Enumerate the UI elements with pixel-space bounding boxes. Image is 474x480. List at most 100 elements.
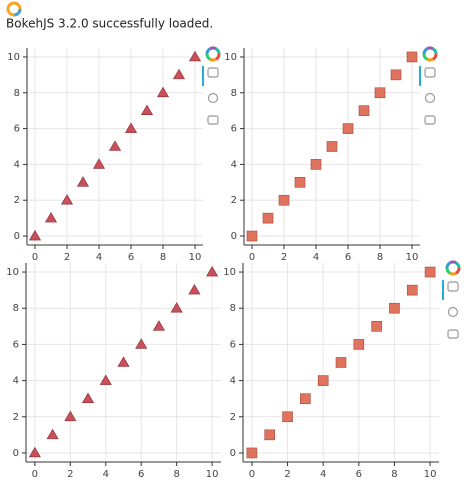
y-tick-label: 4 (230, 376, 236, 387)
pan-tool (207, 67, 219, 78)
square-marker (246, 447, 258, 459)
toolbar-logo (422, 47, 428, 55)
y-tick-label: 10 (6, 267, 19, 278)
triangle-marker (135, 338, 148, 349)
toolbar-logo (449, 260, 457, 265)
square-marker (390, 69, 402, 81)
hover-tool (207, 115, 219, 125)
y-tick-label: 6 (14, 124, 20, 135)
toolbar-logo (209, 57, 217, 62)
plot: 0 2 4 6 8 10 0 2 4 6 8 10 (7, 48, 203, 263)
triangle-marker (188, 50, 202, 62)
y-tick-label: 4 (14, 159, 20, 170)
toolbar-logo (205, 47, 211, 55)
square-marker (406, 51, 418, 63)
x-tick-label: 2 (67, 469, 73, 480)
toolbar-logo (215, 53, 221, 61)
triangle-marker (60, 194, 74, 205)
triangle-marker (46, 428, 59, 440)
y-tick-label: 0 (13, 448, 19, 459)
triangle-marker (92, 158, 106, 169)
x-tick-label: 8 (173, 469, 179, 480)
toolbar-logo (445, 261, 451, 269)
y-tick-label: 6 (230, 339, 236, 350)
triangle-marker (108, 140, 122, 151)
square-marker (310, 159, 322, 170)
square-marker (335, 357, 347, 368)
x-tick-label: 6 (128, 252, 134, 263)
triangle-marker (64, 410, 77, 422)
y-tick-label: 2 (14, 195, 20, 206)
toolbar-logo (449, 271, 457, 276)
y-tick-label: 0 (230, 448, 236, 459)
y-tick-label: 6 (13, 339, 19, 350)
square-marker (300, 393, 311, 404)
toolbar-logo (455, 261, 461, 269)
toolbar-logo (209, 46, 217, 51)
square-marker (374, 87, 386, 99)
square-marker (424, 266, 436, 278)
y-tick-label: 2 (230, 412, 236, 423)
triangle-marker (99, 374, 112, 385)
hover-tool (447, 329, 459, 339)
x-tick-label: 0 (249, 252, 255, 263)
square-marker (246, 230, 258, 242)
y-tick-label: 0 (14, 231, 20, 242)
x-tick-label: 4 (320, 469, 326, 480)
triangle-marker (44, 212, 58, 223)
plot: 0 2 4 6 8 10 0 2 4 6 8 10 (223, 263, 439, 480)
square-marker (342, 123, 354, 134)
square-marker (371, 321, 382, 332)
square-marker (294, 177, 306, 188)
triangle-marker (156, 86, 170, 98)
x-tick-label: 2 (281, 252, 287, 263)
triangle-marker (117, 356, 130, 367)
toolbar-logo (432, 47, 438, 55)
y-tick-label: 10 (7, 52, 20, 63)
x-tick-label: 2 (284, 469, 290, 480)
reset-tool (447, 306, 459, 318)
x-tick-label: 6 (356, 469, 362, 480)
square-marker (353, 339, 365, 350)
square-marker (406, 284, 418, 296)
toolbar-logo (432, 53, 438, 61)
square-marker (262, 212, 274, 224)
toolbars (202, 46, 461, 339)
x-tick-label: 0 (32, 252, 38, 263)
x-tick-label: 10 (406, 252, 419, 263)
reset-tool (424, 92, 436, 104)
x-tick-label: 0 (249, 469, 255, 480)
triangle-marker (76, 176, 90, 187)
toolbar-logo (445, 267, 451, 275)
x-tick-label: 4 (96, 252, 102, 263)
triangle-marker (206, 265, 219, 277)
square-marker (326, 141, 338, 152)
pan-tool (424, 67, 436, 78)
x-tick-label: 2 (64, 252, 70, 263)
triangle-marker (28, 446, 41, 458)
triangle-marker (170, 302, 183, 313)
x-tick-label: 0 (32, 469, 38, 480)
square-marker (282, 411, 293, 423)
y-tick-label: 8 (13, 303, 19, 314)
y-tick-label: 6 (231, 124, 237, 135)
y-tick-label: 10 (223, 267, 236, 278)
square-marker (317, 375, 329, 386)
toolbar-logo (426, 46, 434, 51)
square-marker (358, 105, 370, 116)
x-tick-label: 10 (206, 469, 219, 480)
x-tick-label: 10 (424, 469, 437, 480)
plot: 0 2 4 6 8 10 0 2 4 6 8 10 (6, 263, 221, 480)
triangle-marker (172, 68, 186, 80)
x-tick-label: 6 (345, 252, 351, 263)
toolbar-logo (215, 47, 221, 55)
square-marker (389, 302, 400, 314)
toolbar-logo (422, 53, 428, 61)
y-tick-label: 8 (230, 303, 236, 314)
reset-tool (207, 92, 219, 104)
y-tick-label: 4 (13, 376, 19, 387)
y-tick-label: 8 (14, 88, 20, 99)
plot: 0 2 4 6 8 10 0 2 4 6 8 10 (224, 48, 420, 263)
bokeh-logo (6, 1, 22, 17)
hover-tool (424, 115, 436, 125)
